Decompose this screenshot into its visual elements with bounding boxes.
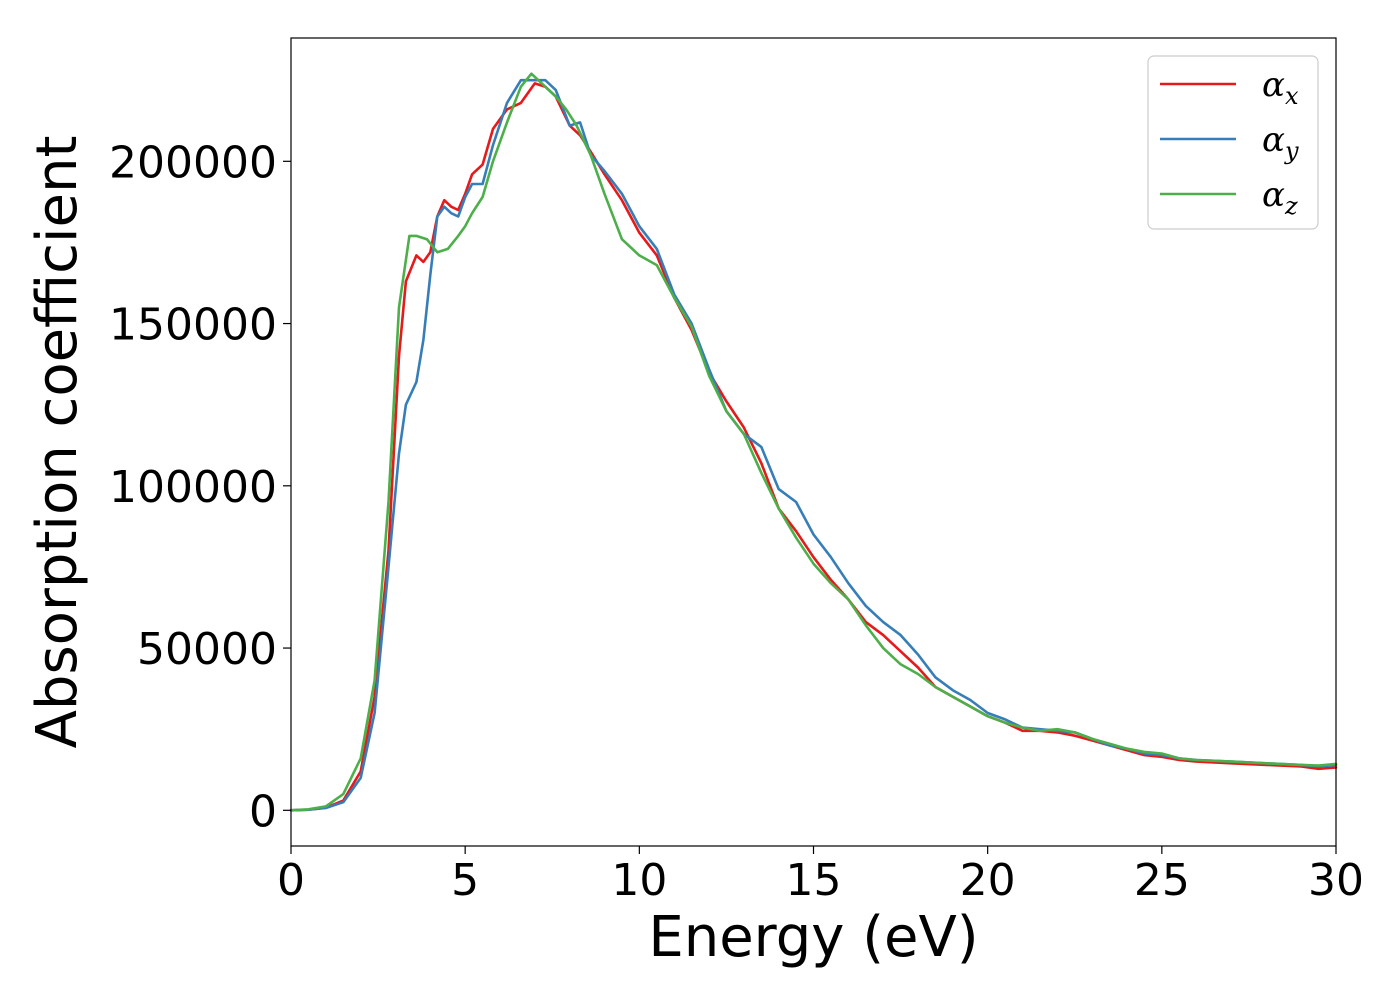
y-axis-title: Absorption coefficient (25, 136, 90, 749)
legend-label-z: αz (1262, 175, 1298, 220)
x-tick-label: 5 (451, 855, 479, 906)
legend-label-x: αx (1262, 65, 1299, 110)
legend-label-y: αy (1262, 120, 1299, 165)
y-tick-label: 150000 (109, 300, 277, 351)
series-line-z (289, 72, 1338, 812)
x-tick-label: 20 (960, 855, 1016, 906)
x-axis: 0 5 10 15 20 25 30 (277, 846, 1364, 906)
y-axis: 0 50000 100000 150000 200000 (109, 137, 291, 837)
y-tick-label: 100000 (109, 462, 277, 513)
x-tick-label: 30 (1308, 855, 1364, 906)
x-tick-label: 0 (277, 855, 305, 906)
legend-entries: αx αy αz (1160, 65, 1299, 220)
y-tick-label: 200000 (109, 137, 277, 188)
x-tick-label: 10 (611, 855, 667, 906)
x-tick-label: 25 (1134, 855, 1190, 906)
legend: αx αy αz (1147, 55, 1319, 230)
legend-box (1147, 55, 1319, 230)
x-tick-label: 15 (786, 855, 842, 906)
plot-area (289, 72, 1338, 812)
x-axis-title: Energy (eV) (648, 905, 978, 970)
y-tick-label: 50000 (137, 624, 277, 675)
y-tick-label: 0 (249, 786, 277, 837)
